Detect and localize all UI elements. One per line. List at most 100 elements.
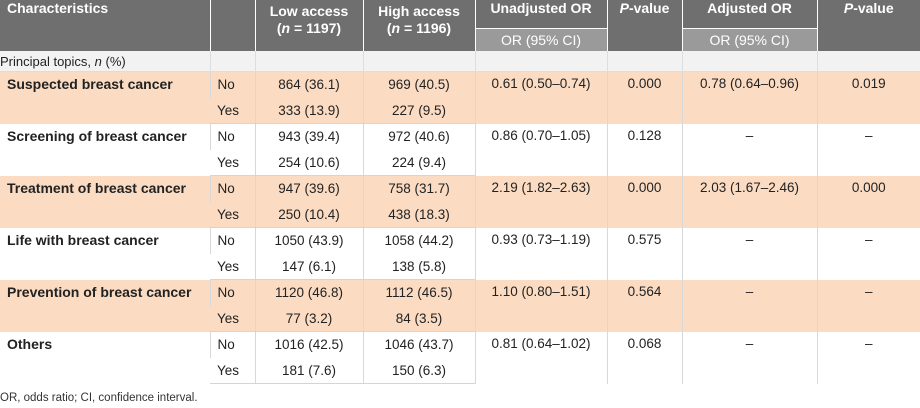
p-value-2: – <box>816 123 920 176</box>
unadjusted-or: 0.81 (0.64–1.02) <box>474 331 607 384</box>
table-row: Life with breast cancer No 1050 (43.9) 1058… <box>0 227 920 280</box>
unadjusted-or: 2.19 (1.82–2.63) <box>474 175 607 228</box>
unadjusted-or: 1.10 (0.80–1.51) <box>474 279 607 332</box>
low-access-no: 864 (36.1) <box>254 71 363 98</box>
answer-yes: Yes <box>210 357 255 384</box>
unadjusted-or-header: Unadjusted OR <box>475 0 608 29</box>
high-access-no: 758 (31.7) <box>362 175 475 202</box>
answer-yes: Yes <box>210 149 255 176</box>
high-access-no: 1058 (44.2) <box>362 227 475 254</box>
low-access-yes: 250 (10.4) <box>254 201 363 228</box>
table-row: Suspected breast cancer No 864 (36.1) 969 (… <box>0 71 920 124</box>
answer-yes: Yes <box>210 305 255 332</box>
header-row: Characteristics Low access (n = 1197) Hi… <box>0 0 920 51</box>
high-access-header: High access (n = 1196) <box>363 0 476 51</box>
p-value-subheader-2 <box>817 28 920 51</box>
or-ci-subheader-1: OR (95% CI) <box>475 28 608 51</box>
high-access-no: 1112 (46.5) <box>362 279 475 306</box>
p-value-1: 0.000 <box>606 175 682 228</box>
topic-label: Screening of breast cancer <box>0 123 210 176</box>
unadjusted-or: 0.61 (0.50–0.74) <box>474 71 607 124</box>
unadjusted-or: 0.86 (0.70–1.05) <box>474 123 607 176</box>
topic-label: Others <box>0 331 210 384</box>
answer-yes: Yes <box>210 97 255 124</box>
adjusted-or: – <box>681 123 817 176</box>
high-access-yes: 150 (6.3) <box>362 357 475 384</box>
low-access-yes: 181 (7.6) <box>254 357 363 384</box>
footnote: OR, odds ratio; CI, confidence interval. <box>0 392 198 404</box>
high-access-yes: 438 (18.3) <box>362 201 475 228</box>
high-access-yes: 227 (9.5) <box>362 97 475 124</box>
section-row: Principal topics, n (%) <box>0 51 920 72</box>
answer-no: No <box>209 175 255 202</box>
low-access-yes: 77 (3.2) <box>254 305 363 332</box>
low-access-yes: 147 (6.1) <box>254 253 363 280</box>
high-access-no: 972 (40.6) <box>362 123 475 150</box>
high-access-no: 969 (40.5) <box>362 71 475 98</box>
p-value-header-1: P-value <box>607 0 683 29</box>
p-value-2: – <box>816 227 920 280</box>
adjusted-or: – <box>681 227 817 280</box>
table-row: Yes 181 (7.6) 150 (6.3) <box>0 357 920 384</box>
topic-label: Prevention of breast cancer <box>0 279 210 332</box>
adjusted-or: 0.78 (0.64–0.96) <box>681 71 817 124</box>
section-label: Principal topics, n (%) <box>0 51 210 72</box>
answer-no: No <box>209 279 255 306</box>
low-access-yes: 254 (10.6) <box>254 149 363 176</box>
answer-yes: Yes <box>210 201 255 228</box>
high-access-yes: 84 (3.5) <box>362 305 475 332</box>
table-row: Yes 250 (10.4) 438 (18.3) <box>0 201 920 228</box>
answer-no: No <box>209 123 255 150</box>
p-value-1: 0.564 <box>606 279 682 332</box>
low-access-no: 943 (39.4) <box>254 123 363 150</box>
table-row: Yes 147 (6.1) 138 (5.8) <box>0 253 920 280</box>
adjusted-or: 2.03 (1.67–2.46) <box>681 175 817 228</box>
p-value-subheader-1 <box>607 28 683 51</box>
table-row: Treatment of breast cancer No 947 (39.6) 75… <box>0 175 920 228</box>
p-value-2: – <box>816 331 920 384</box>
results-table: Characteristics Low access (n = 1197) Hi… <box>0 0 920 384</box>
topic-label: Suspected breast cancer <box>0 71 210 124</box>
table-row: Yes 254 (10.6) 224 (9.4) <box>0 149 920 176</box>
or-ci-subheader-2: OR (95% CI) <box>682 28 818 51</box>
table-row: Yes 333 (13.9) 227 (9.5) <box>0 97 920 124</box>
unadjusted-or: 0.93 (0.73–1.19) <box>474 227 607 280</box>
low-access-header: Low access (n = 1197) <box>255 0 364 51</box>
answer-header <box>210 0 256 51</box>
low-access-no: 1120 (46.8) <box>254 279 363 306</box>
table-row: Screening of breast cancer No 943 (39.4) 97… <box>0 123 920 176</box>
answer-no: No <box>209 227 255 254</box>
adjusted-or-header: Adjusted OR <box>682 0 818 29</box>
p-value-2: 0.000 <box>816 175 920 228</box>
p-value-1: 0.000 <box>606 71 682 124</box>
characteristics-header: Characteristics <box>0 0 211 51</box>
p-value-header-2: P-value <box>817 0 920 29</box>
low-access-no: 1050 (43.9) <box>254 227 363 254</box>
low-access-no: 1016 (42.5) <box>254 331 363 358</box>
topic-label: Life with breast cancer <box>0 227 210 280</box>
high-access-no: 1046 (43.7) <box>362 331 475 358</box>
table-row: Yes 77 (3.2) 84 (3.5) <box>0 305 920 332</box>
topic-label: Treatment of breast cancer <box>0 175 210 228</box>
table-row: Prevention of breast cancer No 1120 (46.8)… <box>0 279 920 332</box>
answer-no: No <box>209 71 255 98</box>
adjusted-or: – <box>681 331 817 384</box>
subheader-row: OR (95% CI) OR (95% CI) <box>0 28 920 51</box>
high-access-n: (n = 1196) <box>386 20 452 36</box>
p-value-2: 0.019 <box>816 71 920 124</box>
answer-yes: Yes <box>210 253 255 280</box>
high-access-yes: 138 (5.8) <box>362 253 475 280</box>
low-access-no: 947 (39.6) <box>254 175 363 202</box>
answer-no: No <box>209 331 255 358</box>
high-access-label: High access <box>378 3 460 19</box>
p-value-2: – <box>816 279 920 332</box>
table-row: Others No 1016 (42.5) 1046 (43.7) 0.81 (0.64… <box>0 331 920 384</box>
adjusted-or: – <box>681 279 817 332</box>
p-value-1: 0.575 <box>606 227 682 280</box>
p-value-1: 0.068 <box>606 331 682 384</box>
p-value-1: 0.128 <box>606 123 682 176</box>
low-access-n: (n = 1197) <box>276 20 342 36</box>
low-access-label: Low access <box>269 3 349 19</box>
low-access-yes: 333 (13.9) <box>254 97 363 124</box>
high-access-yes: 224 (9.4) <box>362 149 475 176</box>
